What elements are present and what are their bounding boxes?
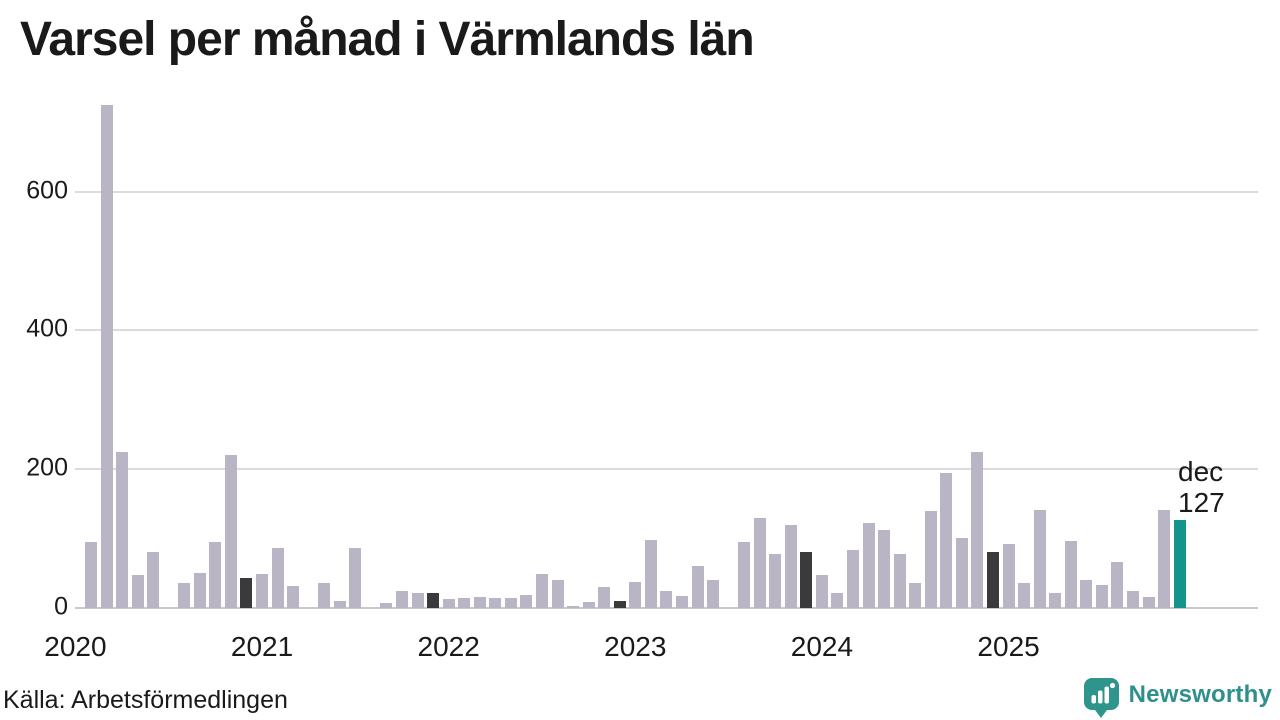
y-axis-tick-600: 600 [26,176,68,205]
bar-2022-12 [614,601,626,608]
bar-2020-06 [147,552,159,608]
bar-2024-09 [940,473,952,608]
bar-2024-12 [987,552,999,608]
bar-2023-12 [800,552,812,608]
bar-2023-09 [754,518,766,608]
bar-2021-01 [256,574,268,608]
bar-2022-11 [598,587,610,608]
bar-2022-01 [443,599,455,608]
x-axis-tick-2024: 2024 [790,631,854,662]
bar-2022-07 [536,574,548,608]
bar-2023-05 [692,566,704,608]
y-axis-tick-400: 400 [26,314,68,343]
bar-2025-11 [1158,510,1170,608]
bar-2023-08 [738,542,750,608]
bar-2020-03 [101,105,113,608]
bar-2021-02 [272,548,284,608]
bar-2023-10 [769,554,781,608]
newsworthy-pin-icon [1083,677,1120,718]
bar-2024-06 [894,554,906,608]
bar-2024-10 [956,538,968,608]
x-axis-tick-2025: 2025 [977,631,1040,662]
bar-2024-03 [847,550,859,608]
x-axis-tick-2023: 2023 [604,631,667,662]
bar-2022-09 [567,606,579,608]
bar-2021-11 [412,593,424,608]
newsworthy-logo: Newsworthy [1083,676,1272,718]
bar-2020-02 [85,542,97,608]
latest-value-annotation: dec 127 [1178,456,1225,518]
bar-2023-01 [629,582,641,608]
y-axis-tick-0: 0 [54,592,68,621]
bar-2020-04 [116,452,128,608]
bar-2025-09 [1127,591,1139,608]
bar-2024-11 [971,452,983,608]
gridline-200 [75,468,1258,470]
bar-2025-06 [1080,580,1092,608]
bar-2022-04 [489,598,501,608]
bar-2022-10 [583,602,595,608]
bar-2021-12 [427,593,439,608]
bar-2025-12 [1174,520,1186,608]
bar-2021-10 [396,591,408,608]
bar-2025-10 [1143,597,1155,608]
bar-2022-05 [505,598,517,608]
bar-2025-05 [1065,541,1077,608]
bar-2020-09 [194,573,206,608]
bar-2021-09 [380,603,392,608]
bar-2022-08 [552,580,564,608]
bar-2020-10 [209,542,221,608]
x-axis-tick-2022: 2022 [417,631,480,662]
source-caption: Källa: Arbetsförmedlingen [3,686,288,714]
gridline-0 [75,607,1258,609]
bar-2023-03 [660,591,672,608]
x-axis-tick-2020: 2020 [44,631,107,662]
bar-2020-05 [132,575,144,608]
bar-2024-04 [863,523,875,608]
bar-2023-02 [645,540,657,608]
y-axis-tick-200: 200 [26,453,68,482]
bar-2021-03 [287,586,299,608]
bar-2023-06 [707,580,719,608]
bar-2022-03 [474,597,486,608]
bar-2021-06 [334,601,346,608]
bar-2023-04 [676,596,688,608]
bar-2020-08 [178,583,190,608]
bar-2022-02 [458,598,470,608]
bar-2024-02 [831,593,843,608]
bar-2025-02 [1018,583,1030,608]
chart-title: Varsel per månad i Värmlands län [20,13,755,66]
bar-2022-06 [520,595,532,608]
bar-2024-05 [878,530,890,608]
bar-2025-07 [1096,585,1108,608]
bar-2025-03 [1034,510,1046,608]
bar-2024-08 [925,511,937,608]
bar-2025-04 [1049,593,1061,608]
bar-2025-08 [1111,562,1123,608]
bar-2020-11 [225,455,237,608]
bar-2020-12 [240,578,252,608]
newsworthy-wordmark: Newsworthy [1128,681,1272,708]
gridline-600 [75,191,1258,193]
gridline-400 [75,329,1258,331]
x-axis-tick-2021: 2021 [230,631,294,662]
bar-2023-11 [785,525,797,608]
bar-2021-07 [349,548,361,608]
bar-2024-07 [909,583,921,608]
bar-2024-01 [816,575,828,608]
bar-2025-01 [1003,544,1015,608]
bar-2021-05 [318,583,330,608]
